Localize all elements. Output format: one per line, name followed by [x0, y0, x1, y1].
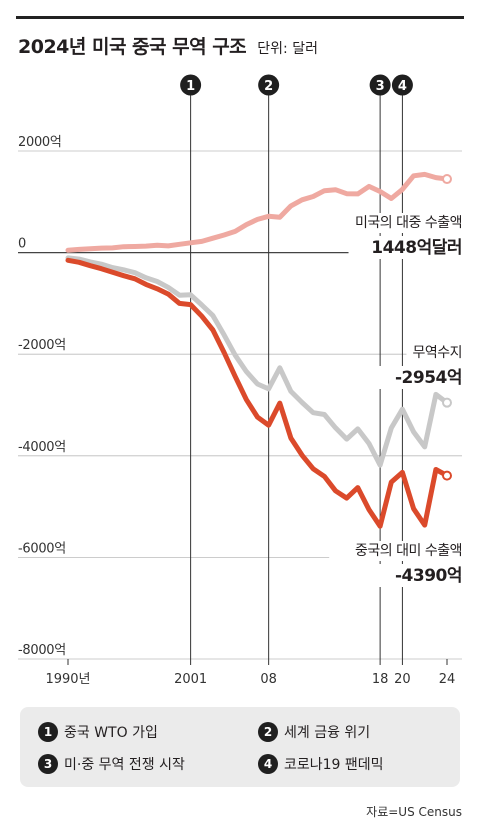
unit-label: 단위: 달러: [257, 41, 318, 57]
end-point-china_exports: [442, 470, 452, 481]
end-point-balance: [442, 397, 452, 408]
legend-item-2: 2 세계 금융 위기: [258, 722, 370, 742]
series-line-china_exports: [65, 257, 450, 529]
header: 2024년 미국 중국 무역 구조 단위: 달러: [18, 32, 318, 59]
marker-4-icon: 4: [258, 754, 278, 774]
legend-item-1: 1 중국 WTO 가입: [38, 722, 158, 742]
y-tick-label: -2000억: [18, 338, 66, 353]
x-tick-label: 08: [260, 672, 277, 687]
us-exports-value-bg: [348, 236, 466, 259]
y-tick-label: -4000억: [18, 440, 66, 455]
event-marker-number: 4: [398, 79, 407, 94]
legend-item-4: 4 코로나19 팬데믹: [258, 754, 384, 774]
y-tick-label: -8000억: [18, 643, 66, 658]
top-rule: [16, 16, 464, 19]
y-tick-label: 2000억: [18, 135, 62, 150]
marker-1-icon: 1: [38, 722, 58, 742]
us-exports-label-bg: [329, 213, 466, 233]
legend-label: 코로나19 팬데믹: [284, 757, 384, 773]
event-marker-number: 3: [376, 79, 385, 94]
series-lines: [65, 171, 450, 529]
legend-label: 미·중 무역 전쟁 시작: [64, 757, 185, 773]
legend: 1 중국 WTO 가입 2 세계 금융 위기 3 미·중 무역 전쟁 시작 4 …: [20, 707, 460, 787]
event-marker-number: 2: [264, 79, 273, 94]
balance-label: 무역수지: [412, 345, 462, 361]
china-exports-value: -4390억: [395, 566, 462, 586]
x-tick-label: 1990년: [45, 672, 90, 687]
marker-2-icon: 2: [258, 722, 278, 742]
event-marker-4-icon: [391, 74, 413, 96]
x-tick-label: 18: [372, 672, 389, 687]
chart-title: 2024년 미국 중국 무역 구조: [18, 36, 247, 58]
us-exports-label: 미국의 대중 수출액: [355, 215, 462, 231]
china-exports-label-bg: [329, 541, 466, 561]
series-line-us_exports: [65, 171, 450, 253]
balance-value-bg: [364, 366, 466, 389]
balance-label-bg: [406, 343, 466, 363]
x-tick-label: 24: [439, 672, 456, 687]
event-marker-3-icon: [369, 74, 391, 96]
balance-value: -2954억: [395, 368, 462, 388]
us-exports-value: 1448억달러: [371, 237, 462, 258]
legend-item-3: 3 미·중 무역 전쟁 시작: [38, 754, 185, 774]
event-marker-2-icon: [258, 74, 280, 96]
marker-3-icon: 3: [38, 754, 58, 774]
y-tick-label: 0: [18, 237, 26, 252]
legend-label: 중국 WTO 가입: [64, 725, 158, 741]
y-tick-label: -6000억: [18, 541, 66, 556]
axis-labels: 2000억 0 -2000억 -4000억 -6000억 -8000억 1990년 2001 0…: [18, 135, 455, 687]
source-note: 자료=US Census: [366, 805, 462, 819]
x-tick-label: 20: [394, 672, 411, 687]
end-points: [442, 174, 452, 481]
end-point-us_exports: [442, 174, 452, 185]
legend-label: 세계 금융 위기: [284, 725, 371, 741]
china-exports-label: 중국의 대미 수출액: [355, 543, 462, 559]
china-exports-value-bg: [364, 564, 466, 587]
series-line-balance: [65, 255, 450, 468]
event-marker-1-icon: [180, 74, 202, 96]
x-tick-label: 2001: [174, 672, 207, 687]
event-marker-number: 1: [186, 79, 195, 94]
